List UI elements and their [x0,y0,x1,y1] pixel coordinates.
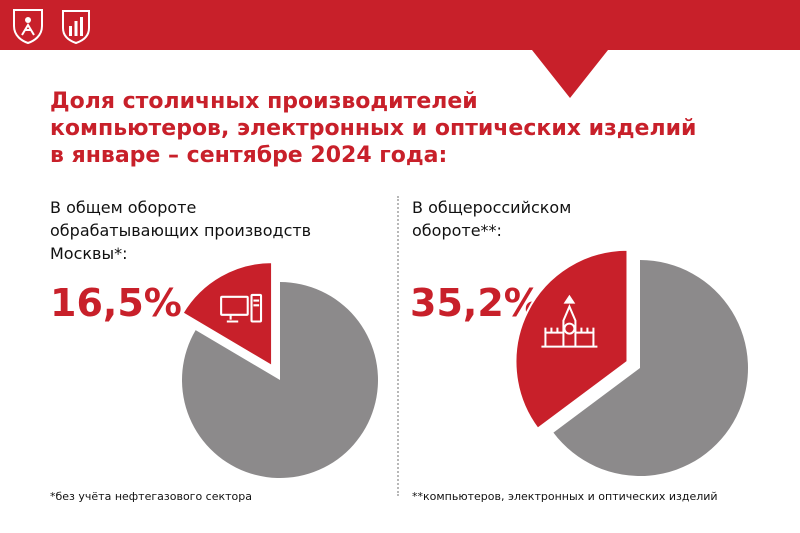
left-panel-label: В общем обороте обрабатывающих производс… [50,196,380,265]
right-label-line: В общероссийском [412,198,572,217]
left-label-line: обрабатывающих производств [50,221,312,240]
title-line: Доля столичных производителей [50,89,478,114]
left-pie-slice-rest [182,282,378,478]
right-panel-label: В общероссийском обороте**: [412,196,742,242]
moscow-coat-of-arms-logo [13,9,43,44]
title-line: в январе – сентябре 2024 года: [50,143,448,168]
right-label-line: обороте**: [412,221,502,240]
title-line: компьютеров, электронных и оптических из… [50,116,697,141]
panel-divider [397,196,399,496]
left-value: 16,5% [50,281,182,325]
left-label-line: Москвы*: [50,244,128,263]
right-pie-chart [514,248,748,476]
left-pie-chart [181,261,378,478]
statistics-logo [62,10,90,44]
left-footnote: *без учёта нефтегазового сектора [50,490,252,503]
right-pie-slice-highlight [514,248,629,431]
left-label-line: В общем обороте [50,198,197,217]
top-banner [0,0,800,98]
right-footnote: **компьютеров, электронных и оптических … [412,490,718,503]
right-value: 35,2% [410,281,542,325]
computer-icon [220,293,263,323]
kremlin-icon [541,294,598,348]
right-pie-slice-rest [553,260,748,476]
page-title: Доля столичных производителей компьютеро… [50,88,750,169]
